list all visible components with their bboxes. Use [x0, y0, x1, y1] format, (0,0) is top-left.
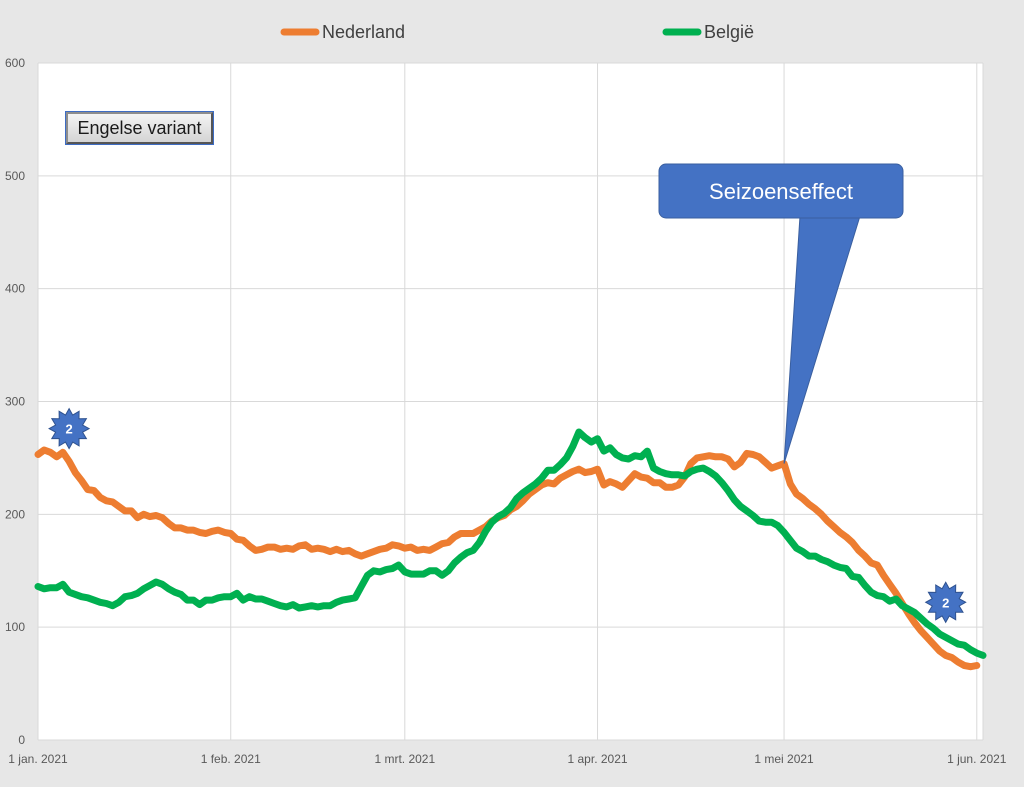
x-tick-2021-04-01: 1 apr. 2021: [568, 752, 628, 766]
y-tick-100: 100: [5, 620, 25, 634]
y-tick-0: 0: [18, 733, 25, 747]
badge-label-1: 2: [942, 595, 949, 610]
badges: 22: [48, 407, 967, 624]
x-tick-2021-01-01: 1 jan. 2021: [8, 752, 68, 766]
legend-label-nederland: Nederland: [322, 22, 405, 42]
callout-text: Seizoenseffect: [709, 179, 853, 204]
y-tick-400: 400: [5, 282, 25, 296]
seizoenseffect-callout: Seizoenseffect: [658, 163, 904, 464]
x-axis-ticks: 1 jan. 2021 1 feb. 2021 1 mrt. 2021 1 apr. …: [8, 752, 1006, 766]
callout-box: [658, 163, 904, 219]
y-tick-600: 600: [5, 56, 25, 70]
legend-label-belgie: België: [704, 22, 754, 42]
y-axis-ticks: 0 100 200 300 400 500 600: [5, 56, 25, 747]
x-tick-2021-02-01: 1 feb. 2021: [201, 752, 261, 766]
x-tick-2021-03-01: 1 mrt. 2021: [374, 752, 435, 766]
badge-label-0: 2: [65, 422, 72, 437]
engelse-variant-button[interactable]: Engelse variant: [65, 111, 214, 145]
x-tick-2021-06-01: 1 jun. 2021: [947, 752, 1007, 766]
x-tick-2021-05-01: 1 mei 2021: [754, 752, 814, 766]
y-tick-500: 500: [5, 169, 25, 183]
series-lines: [34, 428, 987, 671]
badge-star-1: [924, 581, 967, 624]
y-tick-300: 300: [5, 395, 25, 409]
y-tick-200: 200: [5, 507, 25, 521]
series-line-belgie: [34, 428, 987, 659]
legend: Nederland België: [280, 22, 754, 42]
badge-star-0: [48, 407, 91, 450]
